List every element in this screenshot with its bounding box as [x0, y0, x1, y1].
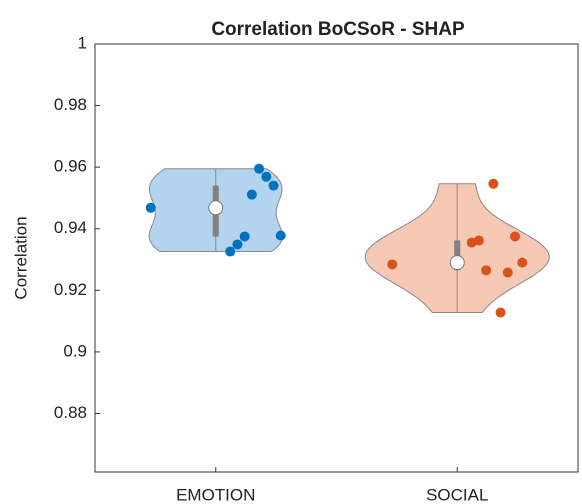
data-point — [510, 231, 521, 242]
data-point — [466, 237, 477, 248]
data-point — [495, 307, 506, 318]
x-tick-label: SOCIAL — [426, 485, 488, 504]
y-tick-label: 0.92 — [54, 280, 87, 299]
data-point — [517, 257, 528, 268]
y-tick-label: 0.94 — [54, 218, 87, 237]
data-point — [481, 265, 492, 276]
data-point — [502, 267, 513, 278]
median-marker — [208, 200, 224, 216]
data-point — [239, 231, 250, 242]
data-point — [232, 239, 243, 250]
data-point — [268, 180, 279, 191]
data-point — [275, 230, 286, 241]
data-point — [246, 189, 257, 200]
chart-title: Correlation BoCSoR - SHAP — [211, 19, 465, 40]
plot-frame — [94, 43, 579, 473]
y-tick-label: 0.96 — [54, 157, 87, 176]
data-point — [387, 259, 398, 270]
y-tick-label: 0.9 — [63, 341, 87, 360]
data-point — [225, 246, 236, 257]
median-marker — [449, 255, 465, 271]
y-tick-label: 1 — [78, 33, 87, 52]
y-tick-label: 0.88 — [54, 403, 87, 422]
data-point — [261, 171, 272, 182]
data-point — [488, 178, 499, 189]
x-tick-label: EMOTION — [176, 485, 255, 504]
y-axis-label: Correlation — [11, 216, 30, 299]
y-tick-label: 0.98 — [54, 95, 87, 114]
data-point — [145, 202, 156, 213]
data-point — [254, 163, 265, 174]
